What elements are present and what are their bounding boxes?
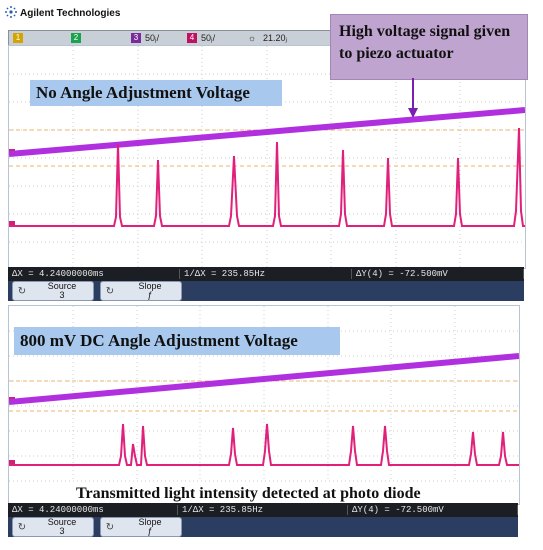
channel-4-scale: 50ⱼ/ — [201, 32, 216, 43]
measurement-bar-top: ΔX = 4.24000000ms 1/ΔX = 235.85Hz ΔY(4) … — [8, 267, 524, 281]
ground-marker-ch4 — [9, 221, 15, 227]
slope-rotate-icon: ↻ — [105, 285, 115, 297]
transmitted-light-label: Transmitted light intensity detected at … — [70, 482, 486, 506]
source-label: Source — [47, 281, 77, 291]
source-label-bottom: Source — [47, 517, 77, 527]
softkey-bar-bottom: ↻ Source 3 ↻ Slope ƒ — [8, 517, 518, 537]
source-value-bottom: 3 — [59, 526, 65, 536]
hv-signal-label: High voltage signal given to piezo actua… — [339, 23, 511, 62]
delta-x-readout: ΔX = 4.24000000ms — [8, 269, 180, 279]
source-rotate-icon: ↻ — [17, 521, 27, 533]
inv-delta-x-readout: 1/ΔX = 235.85Hz — [180, 269, 352, 279]
slope-softkey-bottom[interactable]: ↻ Slope ƒ — [100, 517, 182, 537]
sun-icon: ☼ — [247, 33, 257, 43]
softkey-bar-top: ↻ Source 3 ↻ Slope ƒ — [8, 281, 524, 301]
pulse-trace-top — [9, 127, 525, 227]
ramp-trace-top — [9, 107, 525, 157]
slope-value: ƒ — [147, 290, 153, 300]
slope-softkey[interactable]: ↻ Slope ƒ — [100, 281, 182, 301]
agilent-logo-icon — [5, 6, 17, 18]
channel-2-badge[interactable]: 2 — [71, 33, 81, 43]
arrow-down-icon — [408, 78, 418, 118]
source-softkey-bottom[interactable]: ↻ Source 3 — [12, 517, 94, 537]
scope-screen-top — [8, 45, 526, 269]
slope-label: Slope — [138, 281, 162, 291]
slope-label-bottom: Slope — [138, 517, 162, 527]
timebase-value: 21.20ⱼ — [263, 32, 288, 43]
channel-4-badge[interactable]: 4 — [187, 33, 197, 43]
no-angle-label: No Angle Adjustment Voltage — [30, 80, 282, 106]
source-value: 3 — [59, 290, 65, 300]
ramp-trace-bottom — [9, 353, 519, 405]
slope-rotate-icon: ↻ — [105, 521, 115, 533]
channel-1-badge[interactable]: 1 — [13, 33, 23, 43]
source-rotate-icon: ↻ — [17, 285, 27, 297]
brand-name: Agilent Technologies — [20, 8, 121, 19]
inv-delta-x-readout-bottom: 1/ΔX = 235.85Hz — [178, 505, 348, 515]
pulse-trace-bottom — [9, 423, 519, 466]
delta-x-readout-bottom: ΔX = 4.24000000ms — [8, 505, 178, 515]
delta-y-readout: ΔY(4) = -72.500mV — [352, 269, 524, 279]
measurement-bar-bottom: ΔX = 4.24000000ms 1/ΔX = 235.85Hz ΔY(4) … — [8, 503, 518, 517]
channel-3-scale: 50ⱼ/ — [145, 32, 160, 43]
ground-marker-ch4-bottom — [9, 460, 15, 466]
channel-3-badge[interactable]: 3 — [131, 33, 141, 43]
delta-y-readout-bottom: ΔY(4) = -72.500mV — [348, 505, 518, 515]
slope-value-bottom: ƒ — [147, 526, 153, 536]
source-softkey[interactable]: ↻ Source 3 — [12, 281, 94, 301]
dc-angle-label: 800 mV DC Angle Adjustment Voltage — [14, 327, 340, 355]
hv-signal-callout: High voltage signal given to piezo actua… — [330, 14, 528, 80]
